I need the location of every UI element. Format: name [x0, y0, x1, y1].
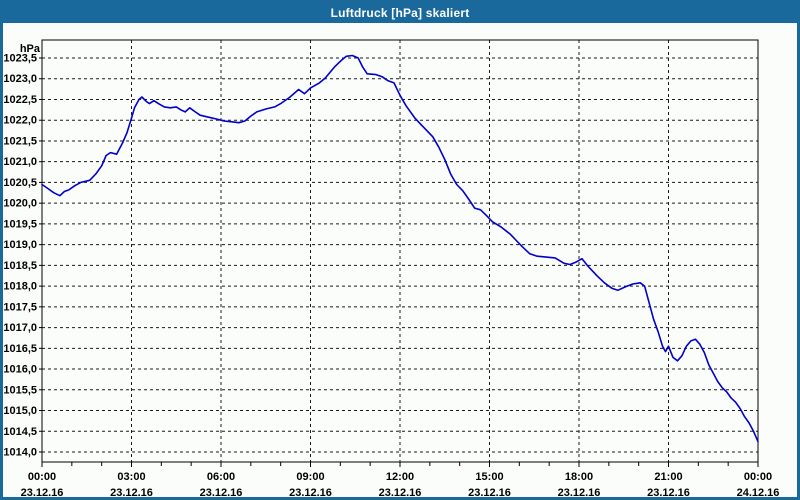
y-tick-label: 1018,0 — [3, 281, 37, 293]
x-tick-time-label: 03:00 — [117, 471, 145, 483]
x-tick-time-label: 12:00 — [386, 471, 414, 483]
y-axis-unit-label: hPa — [20, 43, 41, 55]
pressure-curve — [41, 54, 759, 443]
y-tick-label: 1017,0 — [3, 322, 37, 334]
chart-title: Luftdruck [hPa] skaliert — [330, 6, 470, 20]
y-tick-label: 1014,0 — [3, 447, 37, 459]
x-tick-date-label: 23.12.16 — [558, 487, 601, 497]
y-tick-label: 1018,5 — [3, 260, 37, 272]
y-tick-label: 1022,5 — [3, 94, 37, 106]
x-tick-date-label: 23.12.16 — [468, 487, 511, 497]
x-tick-time-label: 21:00 — [654, 471, 682, 483]
y-tick-label: 1020,0 — [3, 198, 37, 210]
y-tick-label: 1023,0 — [3, 73, 37, 85]
x-tick-date-label: 23.12.16 — [289, 487, 332, 497]
y-tick-label: 1015,0 — [3, 405, 37, 417]
y-tick-label: 1017,5 — [3, 301, 37, 313]
y-tick-label: 1020,5 — [3, 177, 37, 189]
x-tick-time-label: 06:00 — [207, 471, 235, 483]
title-bar: Luftdruck [hPa] skaliert — [3, 3, 797, 23]
pressure-line-chart: 1014,0 1014,5 1015,0 1015,5 1016,0 1016,5 1017… — [3, 39, 780, 497]
y-tick-label: 1014,5 — [3, 426, 37, 438]
y-tick-label: 1019,0 — [3, 239, 37, 251]
x-tick-date-label: 23.12.16 — [200, 487, 243, 497]
x-tick-date-label: 23.12.16 — [110, 487, 153, 497]
y-tick-label: 1023,5 — [3, 53, 37, 65]
y-tick-label: 1021,5 — [3, 135, 37, 147]
x-tick-time-label: 15:00 — [475, 471, 503, 483]
y-tick-label: 1019,5 — [3, 218, 37, 230]
x-tick-date-label: 23.12.16 — [21, 487, 64, 497]
x-tick-date-label: 23.12.16 — [647, 487, 690, 497]
chart-area: 1014,0 1014,5 1015,0 1015,5 1016,0 1016,5 1017… — [3, 23, 797, 497]
y-tick-label: 1015,5 — [3, 384, 37, 396]
plot-border — [41, 39, 759, 463]
x-tick-time-label: 09:00 — [296, 471, 324, 483]
y-tick-label: 1016,0 — [3, 364, 37, 376]
x-tick-date-label: 23.12.16 — [379, 487, 422, 497]
x-tick-time-label: 18:00 — [565, 471, 593, 483]
y-tick-label: 1022,0 — [3, 115, 37, 127]
x-tick-time-label: 00:00 — [744, 471, 772, 483]
x-tick-date-label: 24.12.16 — [737, 487, 780, 497]
y-tick-label: 1021,0 — [3, 156, 37, 168]
y-tick-label: 1016,5 — [3, 343, 37, 355]
x-tick-time-label: 00:00 — [28, 471, 56, 483]
